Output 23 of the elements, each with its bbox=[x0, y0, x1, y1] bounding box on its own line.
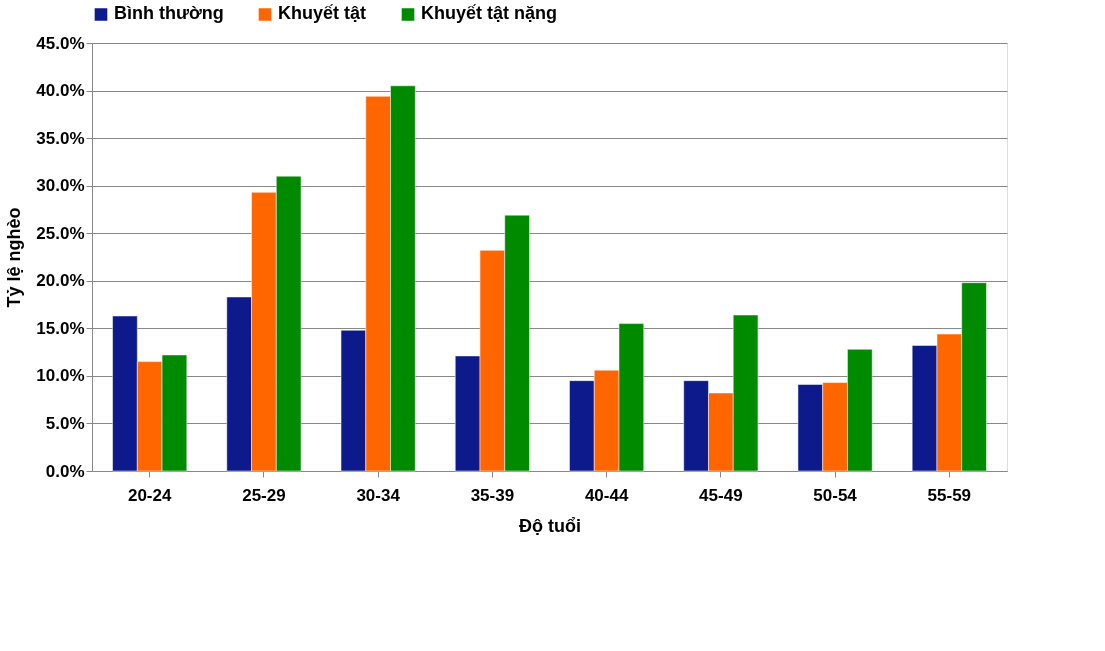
y-axis-title: Tỷ lệ nghèo bbox=[4, 207, 25, 308]
x-axis-title: Độ tuổi bbox=[519, 515, 581, 536]
y-tick-label: 15.0% bbox=[36, 318, 85, 338]
x-tick-label: 30-34 bbox=[356, 485, 401, 505]
y-tick-label: 25.0% bbox=[36, 223, 85, 243]
x-tick-label: 25-29 bbox=[242, 485, 286, 505]
y-tick-label: 35.0% bbox=[36, 128, 85, 148]
y-tick-label: 10.0% bbox=[36, 366, 85, 386]
x-tick-label: 50-54 bbox=[813, 485, 858, 505]
x-tick-label: 45-49 bbox=[699, 485, 743, 505]
x-tick-label: 40-44 bbox=[584, 485, 629, 505]
y-tick-label: 20.0% bbox=[36, 271, 85, 291]
x-tick-label: 35-39 bbox=[470, 485, 515, 505]
y-tick-label: 45.0% bbox=[36, 33, 85, 53]
legend-label: Khuyết tật nặng bbox=[421, 3, 558, 24]
x-tick-label: 55-59 bbox=[927, 485, 972, 505]
y-tick-label: 5.0% bbox=[45, 413, 85, 433]
y-tick-label: 30.0% bbox=[36, 176, 85, 196]
legend-label: Bình thường bbox=[114, 3, 224, 24]
y-tick-label: 0.0% bbox=[45, 461, 85, 481]
x-tick-label: 20-24 bbox=[127, 485, 172, 505]
legend-label: Khuyết tật bbox=[278, 3, 367, 24]
y-tick-label: 40.0% bbox=[36, 81, 85, 101]
